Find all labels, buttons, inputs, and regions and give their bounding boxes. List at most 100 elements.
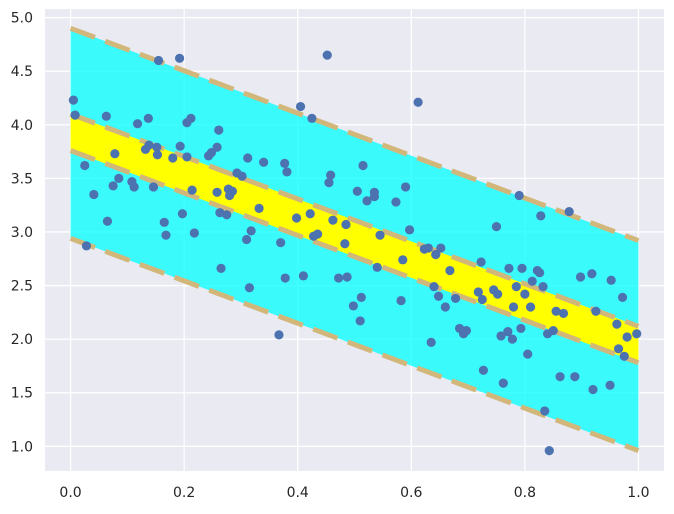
data-point — [508, 302, 519, 312]
data-point — [544, 446, 554, 456]
data-point — [429, 282, 439, 292]
data-point — [478, 365, 489, 375]
data-point — [401, 182, 411, 192]
data-point — [504, 263, 514, 274]
data-point — [159, 217, 169, 227]
data-point — [274, 330, 284, 340]
data-point — [520, 289, 530, 299]
data-point — [622, 332, 632, 342]
data-point — [282, 167, 292, 177]
inner-band — [70, 114, 639, 363]
data-point — [536, 211, 546, 221]
data-point — [511, 282, 521, 292]
data-point — [227, 186, 238, 196]
data-point — [312, 229, 323, 239]
data-point — [242, 234, 252, 245]
data-point — [440, 302, 450, 312]
data-point — [246, 226, 256, 236]
data-point — [328, 215, 338, 225]
data-point — [237, 171, 247, 181]
data-point — [575, 272, 586, 282]
y-tick-label: 5.0 — [11, 11, 33, 27]
data-point — [187, 185, 197, 195]
data-point — [110, 149, 120, 159]
data-point — [527, 276, 537, 286]
data-point — [551, 306, 561, 316]
data-point — [517, 263, 527, 274]
data-point — [244, 283, 255, 293]
data-point — [613, 344, 624, 354]
data-point — [588, 384, 598, 395]
data-point — [507, 334, 517, 344]
data-point — [177, 209, 188, 219]
data-point — [436, 243, 446, 253]
data-point — [186, 113, 196, 123]
data-point — [81, 241, 92, 251]
data-point — [372, 262, 382, 272]
data-point — [538, 282, 548, 292]
data-point — [348, 301, 358, 311]
y-tick-label: 3.0 — [11, 225, 33, 241]
data-point — [540, 406, 550, 416]
data-point — [476, 257, 486, 267]
data-point — [514, 190, 524, 201]
y-tick-label: 4.5 — [11, 64, 33, 80]
data-point — [222, 210, 232, 220]
data-point — [450, 293, 461, 304]
data-point — [352, 186, 362, 196]
data-point — [322, 50, 332, 60]
data-point — [132, 119, 143, 129]
data-point — [340, 239, 350, 249]
data-point — [477, 294, 487, 305]
data-point — [503, 327, 513, 337]
data-point — [493, 289, 503, 299]
x-tick-label: 0.8 — [514, 485, 536, 501]
data-point — [523, 349, 533, 359]
data-point — [606, 275, 616, 285]
data-point — [498, 378, 508, 388]
data-point — [555, 372, 565, 382]
data-point — [307, 113, 317, 123]
data-point — [396, 295, 406, 306]
data-point — [89, 189, 99, 200]
data-point — [423, 243, 433, 253]
data-point — [605, 380, 615, 390]
data-point — [153, 55, 164, 66]
data-point — [101, 111, 111, 121]
x-tick-label: 1.0 — [627, 485, 649, 501]
data-point — [280, 158, 290, 168]
data-point — [342, 272, 352, 282]
data-point — [341, 219, 351, 230]
y-tick-label: 1.0 — [11, 439, 33, 455]
data-point — [70, 110, 80, 120]
data-point — [564, 206, 574, 217]
data-point — [391, 197, 401, 207]
data-point — [80, 160, 90, 171]
data-point — [175, 141, 185, 151]
data-point — [362, 196, 372, 206]
data-point — [152, 142, 162, 152]
data-point — [324, 178, 334, 188]
y-tick-label: 2.5 — [11, 279, 33, 295]
data-point — [632, 329, 642, 339]
y-tick-label: 2.0 — [11, 332, 33, 348]
data-point — [161, 230, 171, 240]
data-point — [587, 269, 597, 279]
data-point — [108, 181, 118, 191]
data-point — [375, 230, 385, 240]
data-point — [612, 319, 622, 329]
data-point — [491, 222, 502, 232]
data-point — [404, 225, 415, 235]
data-point — [426, 337, 436, 347]
y-tick-label: 3.5 — [11, 171, 33, 187]
data-points — [68, 50, 642, 456]
data-point — [148, 182, 159, 192]
data-point — [68, 95, 78, 105]
x-tick-label: 0.2 — [173, 485, 195, 501]
data-point — [413, 97, 423, 107]
data-point — [152, 150, 163, 160]
data-point — [535, 268, 545, 278]
x-tick-label: 0.0 — [59, 485, 81, 501]
